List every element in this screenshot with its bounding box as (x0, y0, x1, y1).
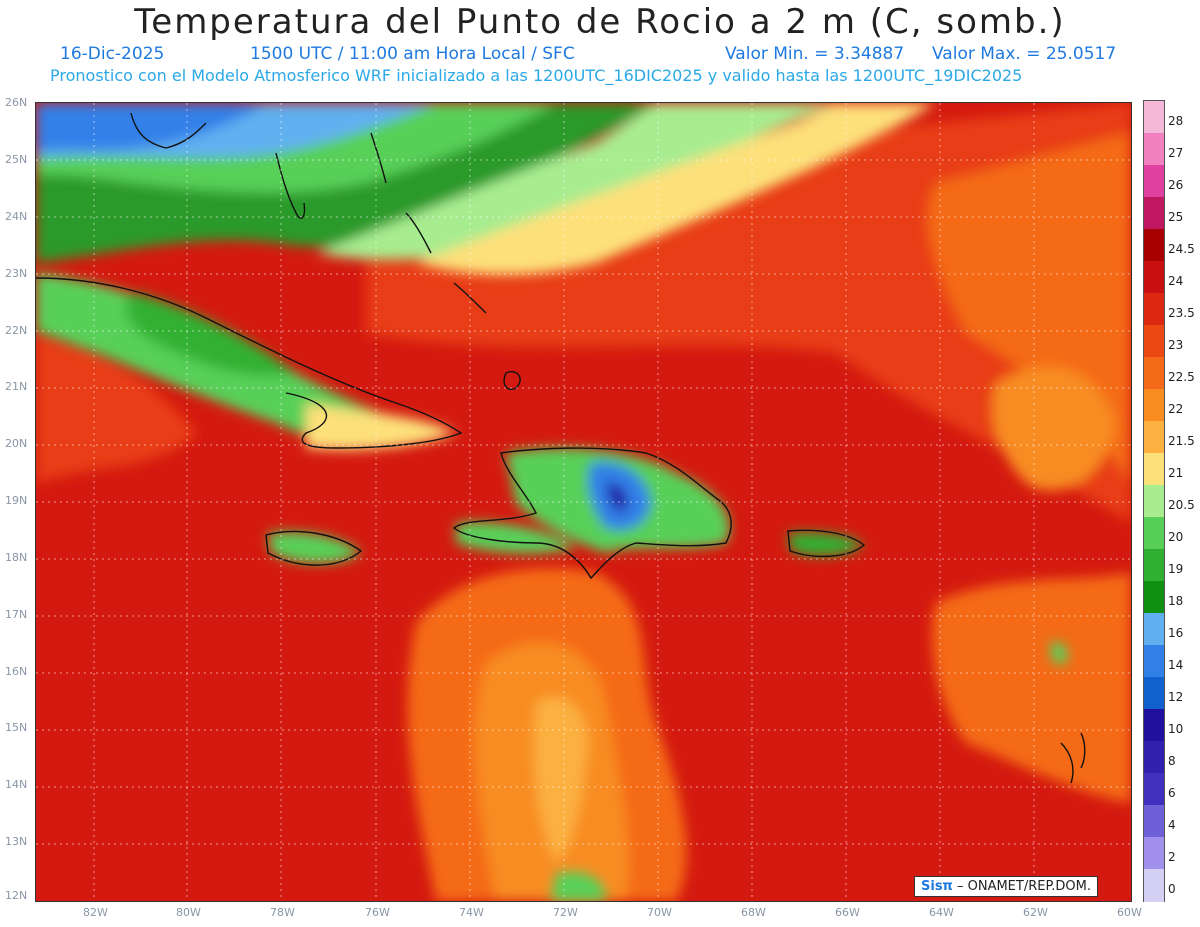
colorbar-swatch (1144, 357, 1164, 390)
lon-label-70w: 70W (647, 906, 672, 919)
lat-label-22n: 22N (5, 324, 28, 337)
colorbar-swatch (1144, 549, 1164, 582)
lat-label-16n: 16N (5, 665, 28, 678)
colorbar-swatch (1144, 613, 1164, 646)
colorbar-label: 20.5 (1168, 498, 1195, 512)
colorbar-label: 21.5 (1168, 434, 1195, 448)
credit-box: Sisπ – ONAMET/REP.DOM. (914, 876, 1098, 897)
colorbar-label: 21 (1168, 466, 1184, 480)
colorbar-swatch (1144, 869, 1164, 902)
colorbar-swatch (1144, 229, 1164, 262)
colorbar-label: 22 (1168, 402, 1184, 416)
lon-label-78w: 78W (270, 906, 295, 919)
colorbar-swatch (1144, 677, 1164, 710)
colorbar-label: 27 (1168, 146, 1184, 160)
forecast-map[interactable] (35, 102, 1132, 902)
colorbar-label: 20 (1168, 530, 1184, 544)
colorbar-label: 26 (1168, 178, 1184, 192)
colorbar-label: 6 (1168, 786, 1176, 800)
colorbar-label: 14 (1168, 658, 1184, 672)
colorbar-swatch (1144, 197, 1164, 230)
dewpoint-field (36, 103, 1131, 901)
colorbar-swatch (1144, 645, 1164, 678)
lon-label-74w: 74W (459, 906, 484, 919)
colorbar-swatch (1144, 293, 1164, 326)
colorbar-swatch (1144, 165, 1164, 198)
lat-label-17n: 17N (5, 608, 28, 621)
lat-label-18n: 18N (5, 551, 28, 564)
lat-label-23n: 23N (5, 267, 28, 280)
lon-label-62w: 62W (1023, 906, 1048, 919)
date-label: 16-Dic-2025 (60, 44, 165, 64)
colorbar-swatch (1144, 485, 1164, 518)
colorbar-swatch (1144, 389, 1164, 422)
lat-label-13n: 13N (5, 835, 28, 848)
lat-label-25n: 25N (5, 153, 28, 166)
lat-label-21n: 21N (5, 380, 28, 393)
colorbar-swatch (1144, 325, 1164, 358)
colorbar-label: 10 (1168, 722, 1184, 736)
lat-label-12n: 12N (5, 889, 28, 902)
colorbar-label: 2 (1168, 850, 1176, 864)
colorbar-swatch (1144, 741, 1164, 774)
colorbar-label: 0 (1168, 882, 1176, 896)
colorbar-label: 12 (1168, 690, 1184, 704)
lat-label-24n: 24N (5, 210, 28, 223)
lat-label-20n: 20N (5, 437, 28, 450)
colorbar-label: 4 (1168, 818, 1176, 832)
colorbar-label: 18 (1168, 594, 1184, 608)
lon-label-72w: 72W (553, 906, 578, 919)
model-info-line: Pronostico con el Modelo Atmosferico WRF… (50, 66, 1023, 85)
colorbar-swatch (1144, 709, 1164, 742)
credit-text: – ONAMET/REP.DOM. (952, 879, 1091, 894)
lon-label-60w: 60W (1117, 906, 1142, 919)
colorbar-swatch (1144, 805, 1164, 838)
colorbar-label: 24.5 (1168, 242, 1195, 256)
colorbar-swatch (1144, 101, 1164, 134)
lon-label-80w: 80W (176, 906, 201, 919)
colorbar-swatch (1144, 773, 1164, 806)
min-value-label: Valor Min. = 3.34887 (725, 44, 905, 64)
chart-title: Temperatura del Punto de Rocio a 2 m (C,… (134, 2, 1066, 42)
lat-label-14n: 14N (5, 778, 28, 791)
colorbar-label: 19 (1168, 562, 1184, 576)
time-label: 1500 UTC / 11:00 am Hora Local / SFC (250, 44, 575, 64)
colorbar-swatch (1144, 837, 1164, 870)
max-value-label: Valor Max. = 25.0517 (932, 44, 1117, 64)
lon-label-66w: 66W (835, 906, 860, 919)
lon-label-68w: 68W (741, 906, 766, 919)
lon-label-64w: 64W (929, 906, 954, 919)
colorbar-swatch (1144, 421, 1164, 454)
colorbar-label: 16 (1168, 626, 1184, 640)
colorbar-swatch (1144, 517, 1164, 550)
colorbar-label: 23.5 (1168, 306, 1195, 320)
colorbar-swatch (1144, 133, 1164, 166)
colorbar-label: 24 (1168, 274, 1184, 288)
colorbar-swatch (1144, 453, 1164, 486)
lat-label-15n: 15N (5, 721, 28, 734)
colorbar-label: 22.5 (1168, 370, 1195, 384)
lon-label-76w: 76W (365, 906, 390, 919)
lat-label-19n: 19N (5, 494, 28, 507)
colorbar-label: 8 (1168, 754, 1176, 768)
colorbar-swatch (1144, 581, 1164, 614)
colorbar-swatch (1144, 261, 1164, 294)
lat-label-26n: 26N (5, 96, 28, 109)
colorbar-label: 28 (1168, 114, 1184, 128)
sispi-logo-text: Sisπ (921, 879, 953, 894)
colorbar-label: 23 (1168, 338, 1184, 352)
colorbar-label: 25 (1168, 210, 1184, 224)
colorbar (1143, 100, 1165, 902)
lon-label-82w: 82W (83, 906, 108, 919)
